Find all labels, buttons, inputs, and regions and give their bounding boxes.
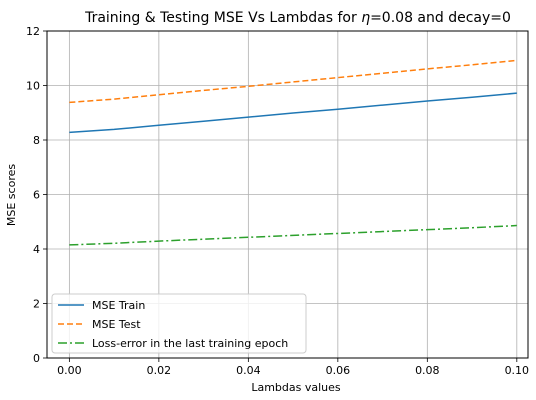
- series-line-1: [69, 92, 517, 134]
- y-axis: 0 2 4 6 8 10 12: [26, 25, 47, 365]
- y-tick-label: 8: [33, 134, 40, 147]
- y-tick-label: 4: [33, 243, 40, 256]
- x-axis-title: Lambdas values: [251, 381, 341, 394]
- series-layer: [69, 59, 517, 246]
- x-tick-label: 0.02: [147, 364, 172, 377]
- x-tick-label: 0.08: [415, 364, 440, 377]
- y-tick-label: 6: [33, 189, 40, 202]
- x-tick-label: 0.06: [326, 364, 351, 377]
- legend: MSE Train MSE Test Loss-error in the last …: [51, 293, 307, 354]
- y-tick-label: 12: [26, 25, 40, 38]
- x-tick-label: 0.00: [57, 364, 82, 377]
- legend-label: MSE Test: [92, 318, 141, 331]
- y-tick-label: 10: [26, 80, 40, 93]
- y-axis-title: MSE scores: [5, 164, 18, 226]
- x-tick-label: 0.10: [505, 364, 530, 377]
- y-tick-label: 0: [33, 352, 40, 365]
- y-tick-label: 2: [33, 298, 40, 311]
- x-tick-label: 0.04: [236, 364, 261, 377]
- x-axis: 0.00 0.02 0.04 0.06 0.08 0.10: [57, 358, 529, 377]
- legend-label: Loss-error in the last training epoch: [92, 337, 288, 350]
- series-line-2: [69, 59, 517, 104]
- legend-box: [51, 293, 307, 354]
- chart-title: Training & Testing MSE Vs Lambdas for η=…: [84, 10, 511, 26]
- legend-label: MSE Train: [92, 299, 145, 312]
- series-line-3: [69, 224, 517, 246]
